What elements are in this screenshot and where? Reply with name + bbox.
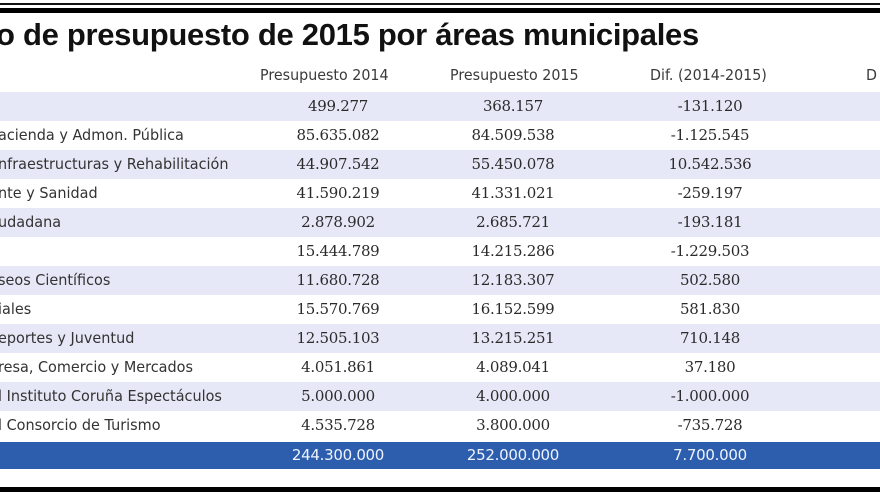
area-name: resa, Comercio y Mercados bbox=[0, 358, 193, 376]
table-row: resa, Comercio y Mercados 4.051.861 4.08… bbox=[0, 353, 880, 382]
total-budget-2015: 252.000.000 bbox=[466, 446, 560, 464]
budget-2015: 84.509.538 bbox=[471, 126, 555, 144]
area-name: nfraestructuras y Rehabilitación bbox=[0, 155, 229, 173]
area-name: eportes y Juventud bbox=[0, 329, 135, 347]
budget-2015: 16.152.599 bbox=[471, 300, 555, 318]
budget-2014: 2.878.902 bbox=[301, 213, 375, 231]
table-row: seos Científicos 11.680.728 12.183.307 5… bbox=[0, 266, 880, 295]
budget-difference: -735.728 bbox=[677, 416, 743, 434]
table-row: nte y Sanidad 41.590.219 41.331.021 -259… bbox=[0, 179, 880, 208]
budget-difference: -193.181 bbox=[677, 213, 743, 231]
table-row: acienda y Admon. Pública 85.635.082 84.5… bbox=[0, 121, 880, 150]
budget-2014: 15.570.769 bbox=[296, 300, 380, 318]
budget-2014: 41.590.219 bbox=[296, 184, 380, 202]
budget-difference: -1.125.545 bbox=[670, 126, 750, 144]
budget-difference: 502.580 bbox=[680, 271, 740, 289]
budget-difference: 10.542.536 bbox=[668, 155, 752, 173]
budget-difference: 37.180 bbox=[684, 358, 736, 376]
budget-2015: 12.183.307 bbox=[471, 271, 555, 289]
budget-2014: 85.635.082 bbox=[296, 126, 380, 144]
budget-2015: 55.450.078 bbox=[471, 155, 555, 173]
budget-2015: 3.800.000 bbox=[476, 416, 550, 434]
budget-2014: 499.277 bbox=[308, 97, 368, 115]
budget-2015: 14.215.286 bbox=[471, 242, 555, 260]
table-row: nfraestructuras y Rehabilitación 44.907.… bbox=[0, 150, 880, 179]
table-row: l Consorcio de Turismo 4.535.728 3.800.0… bbox=[0, 411, 880, 440]
area-name: nte y Sanidad bbox=[0, 184, 98, 202]
column-header-presupuesto-2015: Presupuesto 2015 bbox=[450, 66, 579, 84]
budget-difference: -1.229.503 bbox=[670, 242, 750, 260]
area-name: seos Científicos bbox=[0, 271, 111, 289]
budget-2014: 11.680.728 bbox=[296, 271, 380, 289]
table-row: udadana 2.878.902 2.685.721 -193.181 bbox=[0, 208, 880, 237]
budget-2014: 4.535.728 bbox=[301, 416, 375, 434]
area-name: udadana bbox=[0, 213, 62, 231]
budget-2015: 4.000.000 bbox=[476, 387, 550, 405]
budget-difference: -1.000.000 bbox=[670, 387, 750, 405]
table-title: o de presupuesto de 2015 por áreas munic… bbox=[0, 17, 699, 52]
total-budget-difference: 7.700.000 bbox=[673, 446, 747, 464]
budget-2015: 41.331.021 bbox=[471, 184, 555, 202]
budget-2015: 4.089.041 bbox=[476, 358, 550, 376]
table-row: 499.277 368.157 -131.120 bbox=[0, 92, 880, 121]
bottom-rule bbox=[0, 487, 880, 492]
table-row: 15.444.789 14.215.286 -1.229.503 bbox=[0, 237, 880, 266]
budget-2014: 15.444.789 bbox=[296, 242, 380, 260]
budget-2015: 13.215.251 bbox=[471, 329, 555, 347]
column-header-presupuesto-2014: Presupuesto 2014 bbox=[260, 66, 389, 84]
budget-2015: 2.685.721 bbox=[476, 213, 550, 231]
budget-difference: -259.197 bbox=[677, 184, 743, 202]
top-rule-thick bbox=[0, 8, 880, 13]
column-header-truncated: D bbox=[866, 66, 877, 84]
area-name: l Consorcio de Turismo bbox=[0, 416, 161, 434]
total-budget-2014: 244.300.000 bbox=[291, 446, 385, 464]
budget-difference: 710.148 bbox=[680, 329, 740, 347]
budget-2014: 44.907.542 bbox=[296, 155, 380, 173]
area-name: iales bbox=[0, 300, 32, 318]
budget-2015: 368.157 bbox=[483, 97, 543, 115]
table-row: l Instituto Coruña Espectáculos 5.000.00… bbox=[0, 382, 880, 411]
table-row: eportes y Juventud 12.505.103 13.215.251… bbox=[0, 324, 880, 353]
budget-table: 499.277 368.157 -131.120 acienda y Admon… bbox=[0, 92, 880, 469]
budget-2014: 5.000.000 bbox=[301, 387, 375, 405]
budget-difference: 581.830 bbox=[680, 300, 740, 318]
top-rule-thin bbox=[0, 3, 880, 5]
budget-2014: 12.505.103 bbox=[296, 329, 380, 347]
budget-difference: -131.120 bbox=[677, 97, 743, 115]
table-row: iales 15.570.769 16.152.599 581.830 bbox=[0, 295, 880, 324]
budget-2014: 4.051.861 bbox=[301, 358, 375, 376]
area-name: l Instituto Coruña Espectáculos bbox=[0, 387, 222, 405]
column-header-diferencia: Dif. (2014-2015) bbox=[650, 66, 767, 84]
area-name: acienda y Admon. Pública bbox=[0, 126, 184, 144]
total-row: 244.300.000 252.000.000 7.700.000 bbox=[0, 442, 880, 469]
